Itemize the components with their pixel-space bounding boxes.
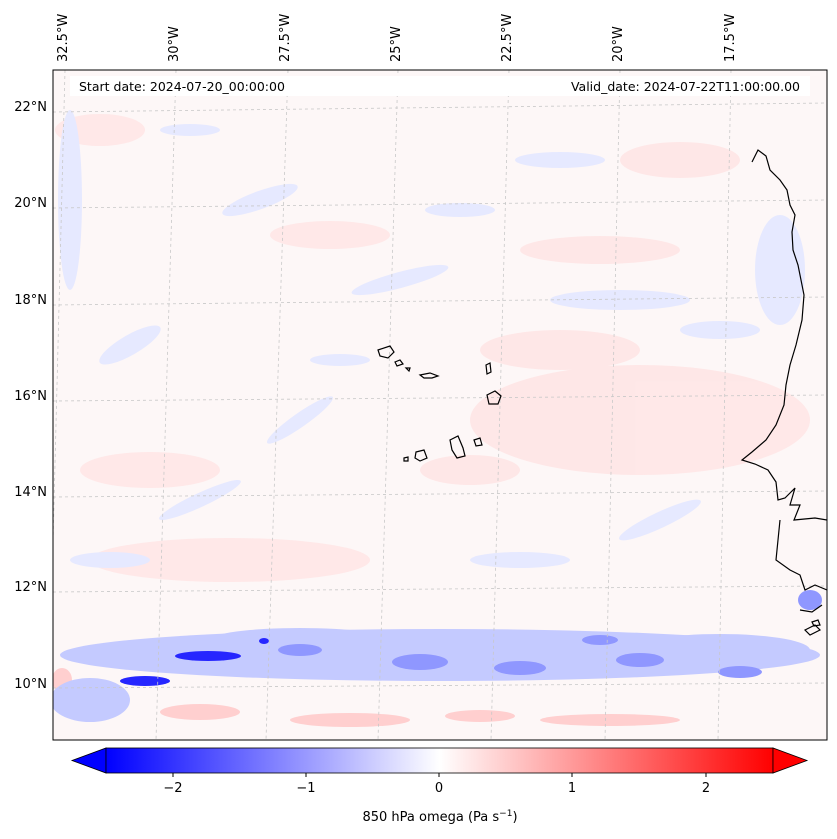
island-sal (485, 362, 492, 375)
lat-label: 18°N (14, 293, 47, 308)
colorbar-tick-label: 1 (568, 781, 576, 796)
lat-label: 16°N (14, 389, 47, 404)
island-santo-antao (377, 345, 395, 359)
gridlines (53, 70, 827, 740)
island-sao-nicolau (418, 372, 440, 379)
colorbar-tick-label: −1 (296, 781, 315, 796)
map-frame (52, 69, 828, 741)
colorbar-title: 850 hPa omega (Pa s−1) (362, 809, 517, 825)
colorbar-title-close: ) (512, 810, 517, 825)
colorbar-extend-max (772, 747, 809, 774)
lat-label: 22°N (14, 100, 47, 115)
omega-field: Start date: 2024-07-20_00:00:00 Valid_da… (53, 70, 827, 740)
ascent-band-south (53, 628, 820, 722)
coastlines (377, 149, 827, 636)
island-maio (473, 437, 483, 447)
island-boa-vista (486, 390, 502, 405)
colorbar-tick-label: −2 (163, 781, 182, 796)
valid-date-label: Valid_date: 2024-07-22T11:00:00.00 (571, 79, 800, 94)
colorbar-tick-label: 2 (702, 781, 710, 796)
island-santiago (449, 435, 466, 459)
colorbar-title-main: 850 hPa omega (Pa s (362, 810, 499, 825)
lat-label: 14°N (14, 485, 47, 500)
lon-label: 27.5°W (278, 14, 293, 62)
header-strip (70, 76, 810, 96)
lon-label: 20°W (611, 26, 626, 62)
african-coastline (740, 149, 827, 636)
lon-label: 22.5°W (500, 14, 515, 62)
lat-label: 10°N (14, 677, 47, 692)
lon-label: 30°W (167, 26, 182, 62)
colorbar-ticks (172, 773, 707, 777)
colorbar-tick-label: 0 (435, 781, 443, 796)
island-bissagos (811, 619, 821, 627)
colorbar-extend-min (70, 747, 107, 774)
lat-label: 20°N (14, 196, 47, 211)
colorbar: −2 −1 0 1 2 850 hPa omega (Pa s−1) (70, 747, 809, 825)
colorbar-title-sup: −1 (499, 809, 512, 819)
island-brava (403, 456, 409, 462)
island-fogo (414, 449, 428, 462)
lon-label: 32.5°W (56, 14, 71, 62)
island-sao-vicente (394, 359, 404, 367)
lon-label: 17.5°W (723, 14, 738, 62)
island-santa-luzia (404, 367, 411, 373)
lat-label: 12°N (14, 580, 47, 595)
colorbar-body (105, 747, 774, 774)
lon-label: 25°W (389, 26, 404, 62)
start-date-label: Start date: 2024-07-20_00:00:00 (79, 79, 285, 94)
latitude-labels: 22°N 20°N 18°N 16°N 14°N 12°N 10°N (14, 100, 47, 692)
ascent-band-south-core (278, 590, 822, 678)
longitude-labels: 32.5°W 30°W 27.5°W 25°W 22.5°W 20°W 17.5… (56, 14, 738, 62)
